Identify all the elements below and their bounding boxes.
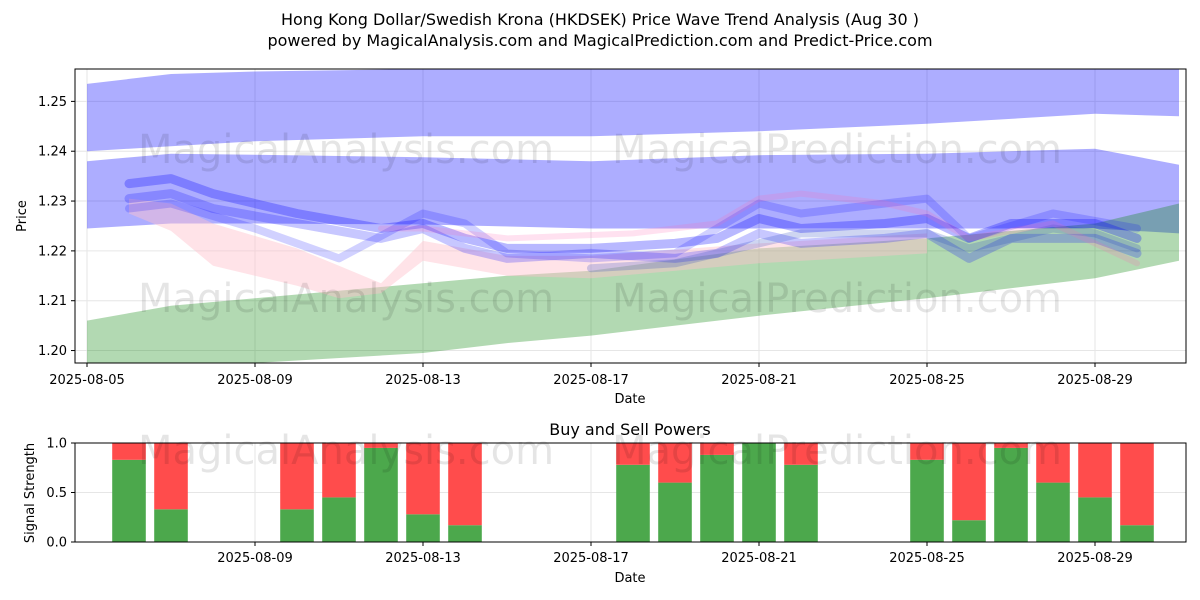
sell-power-bar — [154, 443, 188, 510]
signal-plot-area — [112, 443, 1154, 542]
buy-power-bar — [364, 447, 398, 542]
price-x-tick-label: 2025-08-09 — [217, 373, 293, 388]
price-wave-band — [129, 198, 927, 299]
price-plot-area — [87, 69, 1179, 363]
price-axes-frame — [74, 68, 1187, 364]
buy-power-bar — [700, 454, 734, 542]
price-wave-line — [125, 194, 1141, 263]
price-x-tick-label: 2025-08-21 — [721, 373, 797, 388]
sell-power-bar — [406, 443, 440, 515]
signal-x-tick-label: 2025-08-09 — [217, 551, 293, 566]
sell-power-bar — [910, 443, 944, 460]
sell-power-bar — [616, 443, 650, 465]
price-wave-band — [87, 148, 1179, 234]
signal-chart-title: Buy and Sell Powers — [549, 420, 711, 439]
buy-power-bar — [994, 447, 1028, 542]
signal-watermarks: MagicalAnalysis.com MagicalPrediction.com — [138, 428, 1062, 474]
watermark-text: MagicalPrediction.com — [612, 428, 1062, 474]
signal-y-tick-label: 1.0 — [46, 437, 67, 452]
price-wave-band — [87, 203, 1179, 363]
buy-power-bar — [910, 459, 944, 542]
price-y-tick-label: 1.20 — [38, 344, 67, 359]
sell-power-bar — [658, 443, 692, 483]
signal-x-tick-label: 2025-08-13 — [385, 551, 461, 566]
price-x-tick-label: 2025-08-29 — [1057, 373, 1133, 388]
price-grid — [75, 69, 1186, 363]
buy-power-bar — [742, 443, 776, 542]
buy-power-bar — [112, 459, 146, 542]
signal-x-tick-label: 2025-08-25 — [889, 551, 965, 566]
buy-power-bar — [154, 509, 188, 542]
signal-x-axis-label: Date — [614, 571, 645, 586]
price-wave-line — [587, 224, 1141, 273]
buy-power-bar — [1078, 497, 1112, 542]
chart-subtitle: powered by MagicalAnalysis.com and Magic… — [267, 31, 933, 50]
sell-power-bar — [322, 443, 356, 498]
sell-power-bar — [784, 443, 818, 465]
watermark-text: MagicalAnalysis.com — [138, 127, 554, 173]
price-wave-line — [124, 174, 1142, 253]
price-x-tick-label: 2025-08-13 — [385, 373, 461, 388]
price-watermarks: MagicalAnalysis.com MagicalPrediction.com… — [138, 127, 1062, 322]
buy-power-bar — [406, 514, 440, 542]
buy-power-bar — [280, 509, 314, 542]
price-y-ticks: 1.20 1.21 1.22 1.23 1.24 1.25 — [38, 95, 75, 359]
sell-power-bar — [364, 443, 398, 448]
price-x-axis-label: Date — [614, 392, 645, 407]
price-y-tick-label: 1.24 — [38, 145, 67, 160]
price-wave-line — [378, 190, 1140, 267]
chart-title: Hong Kong Dollar/Swedish Krona (HKDSEK) … — [280, 10, 920, 29]
signal-x-ticks: 2025-08-09 2025-08-13 2025-08-17 2025-08-21… — [217, 542, 1133, 566]
buy-power-bar — [1036, 482, 1070, 542]
buy-power-bar — [1120, 525, 1154, 542]
signal-y-tick-label: 0.5 — [46, 486, 67, 501]
buy-power-bar — [448, 525, 482, 542]
price-x-tick-label: 2025-08-05 — [49, 373, 125, 388]
signal-y-axis-label: Signal Strength — [23, 443, 38, 543]
price-y-tick-label: 1.23 — [38, 195, 67, 210]
sell-power-bar — [1036, 443, 1070, 483]
price-x-tick-label: 2025-08-17 — [553, 373, 629, 388]
price-x-ticks: 2025-08-05 2025-08-09 2025-08-13 2025-08-17… — [49, 363, 1133, 388]
price-wave-band — [87, 69, 1179, 152]
signal-y-tick-label: 0.0 — [46, 536, 67, 551]
watermark-text: MagicalAnalysis.com — [138, 428, 554, 474]
sell-power-bar — [994, 443, 1028, 448]
watermark-text: MagicalPrediction.com — [612, 276, 1062, 322]
watermark-text: MagicalPrediction.com — [612, 127, 1062, 173]
signal-x-tick-label: 2025-08-21 — [721, 551, 797, 566]
buy-power-bar — [322, 497, 356, 542]
price-y-tick-label: 1.22 — [38, 244, 67, 259]
sell-power-bar — [700, 443, 734, 455]
buy-power-bar — [616, 464, 650, 542]
price-x-tick-label: 2025-08-25 — [889, 373, 965, 388]
price-wave-line — [124, 189, 1142, 263]
buy-power-bar — [784, 464, 818, 542]
signal-y-ticks: 0.0 0.5 1.0 — [46, 437, 75, 551]
price-y-tick-label: 1.25 — [38, 95, 67, 110]
price-y-axis-label: Price — [15, 200, 30, 232]
sell-power-bar — [280, 443, 314, 510]
price-y-tick-label: 1.21 — [38, 294, 67, 309]
sell-power-bar — [1120, 443, 1154, 526]
sell-power-bar — [112, 443, 146, 460]
signal-x-tick-label: 2025-08-29 — [1057, 551, 1133, 566]
sell-power-bar — [1078, 443, 1112, 498]
signal-x-tick-label: 2025-08-17 — [553, 551, 629, 566]
sell-power-bar — [952, 443, 986, 521]
sell-power-bar — [448, 443, 482, 526]
watermark-text: MagicalAnalysis.com — [138, 276, 554, 322]
buy-power-bar — [658, 482, 692, 542]
buy-power-bar — [952, 520, 986, 542]
